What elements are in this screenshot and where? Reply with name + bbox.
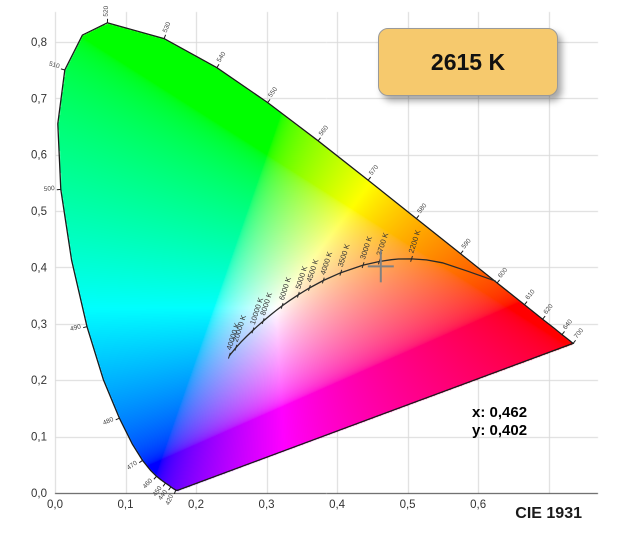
- x-coordinate-value: x: 0,462: [472, 404, 528, 421]
- y-coordinate-value: y: 0,402: [472, 422, 528, 439]
- cct-value: 2615 K: [430, 48, 506, 75]
- xy-coordinates-readout: x: 0,462 y: 0,402: [472, 404, 527, 440]
- cct-badge: 2615 K: [378, 28, 558, 96]
- diagram-title: CIE 1931: [515, 505, 582, 522]
